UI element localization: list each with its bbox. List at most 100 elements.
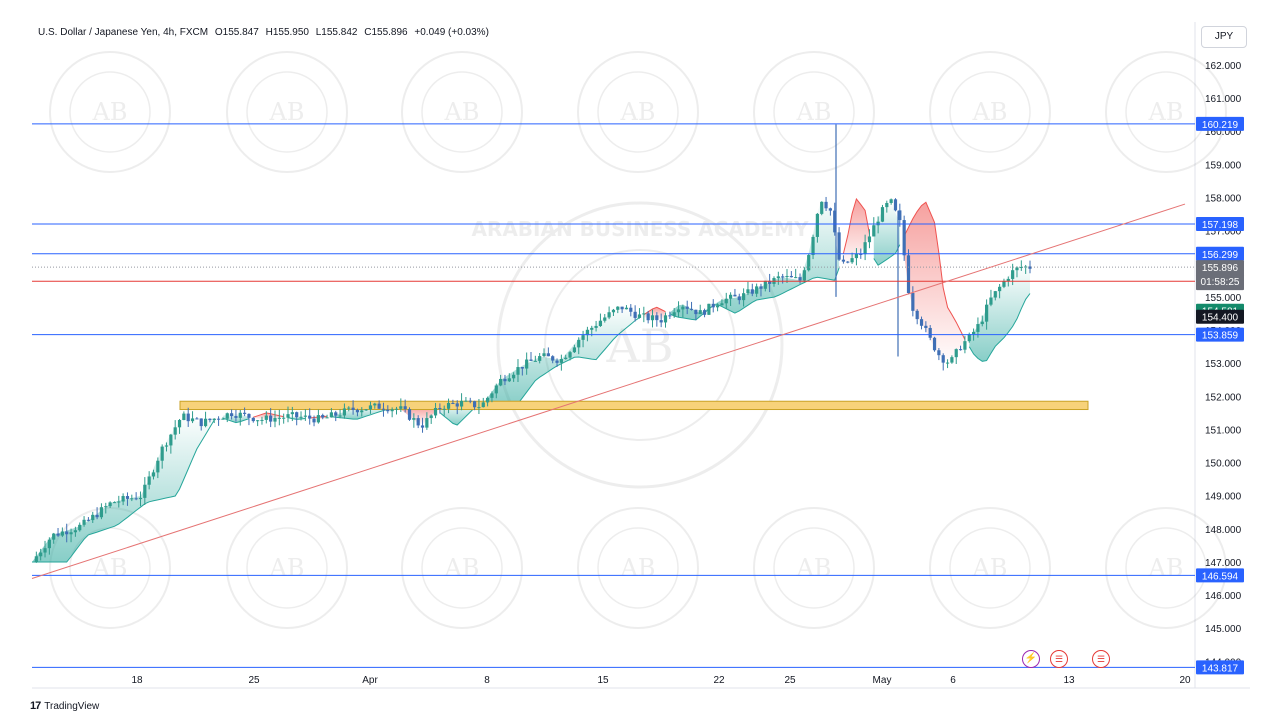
tradingview-brand[interactable]: 17 TradingView — [30, 700, 99, 712]
y-tick-label: 161.000 — [1205, 94, 1242, 105]
candle-body — [286, 414, 290, 418]
candle-body — [633, 311, 637, 318]
candle-body — [156, 460, 160, 473]
watermark-seal-inner — [421, 71, 503, 153]
candle-body — [828, 208, 832, 211]
candle-body — [932, 337, 937, 351]
us-flag-icon[interactable]: ☰ — [1092, 650, 1110, 668]
candle-body — [390, 409, 394, 412]
x-tick-label: 13 — [1063, 675, 1075, 686]
candle-body — [360, 410, 364, 413]
candle-body — [789, 275, 793, 278]
candle-body — [108, 502, 112, 507]
candle-body — [724, 298, 728, 304]
support-zone-rect — [179, 400, 1089, 411]
candle-body — [872, 225, 876, 237]
currency-badge[interactable]: JPY — [1201, 26, 1247, 48]
watermark-seal — [929, 51, 1051, 173]
watermark-initials: AB — [620, 98, 656, 126]
candle-body — [143, 484, 147, 498]
candle-body — [559, 359, 563, 363]
candle-body — [885, 202, 889, 208]
candle-body — [833, 210, 837, 233]
y-tick-label: 159.000 — [1205, 160, 1242, 171]
candle-body — [308, 415, 312, 419]
candle-body — [902, 220, 906, 256]
y-tick-label: 158.000 — [1205, 193, 1242, 204]
candle-body — [290, 412, 294, 415]
y-tick-label: 151.000 — [1205, 425, 1242, 436]
bullish-cloud-edge — [873, 244, 901, 266]
candle-body — [269, 415, 273, 422]
candle-body — [998, 286, 1002, 292]
candle-body — [321, 415, 325, 418]
candle-body — [525, 359, 529, 369]
candle-body — [451, 402, 455, 404]
candle-body — [82, 519, 86, 525]
candle-body — [56, 533, 60, 536]
x-tick-label: 22 — [713, 675, 725, 686]
watermark-seal — [226, 507, 348, 629]
candle-body — [468, 400, 472, 402]
candle-body — [689, 308, 694, 310]
watermark-seal-inner — [421, 527, 503, 609]
watermark-seal — [1105, 51, 1227, 173]
candle-body — [893, 199, 898, 211]
price-label-black: 154.400 — [1202, 313, 1239, 324]
candle-body — [212, 418, 216, 421]
candle-body — [69, 532, 73, 535]
price-label-current-countdown: 01:58:25 — [1201, 277, 1240, 288]
candle-body — [685, 306, 689, 309]
candle-body — [117, 501, 121, 503]
watermark-initials: AB — [92, 554, 128, 582]
candle-body — [529, 359, 533, 361]
candle-body — [78, 524, 82, 531]
trendline — [31, 203, 1186, 580]
ohlc-close: C155.896 — [364, 27, 408, 38]
candle-body — [676, 309, 681, 313]
candle-body — [794, 277, 798, 279]
candle-body — [624, 307, 629, 310]
candle-body — [99, 507, 104, 518]
candle-body — [73, 530, 77, 533]
ohlc-open: O155.847 — [214, 27, 259, 38]
candle-body — [412, 418, 416, 420]
y-tick-label: 162.000 — [1205, 61, 1242, 72]
watermark-seal — [1105, 507, 1227, 629]
candle-body — [971, 331, 976, 334]
candle-body — [546, 353, 550, 357]
candle-body — [221, 418, 225, 420]
candle-body — [39, 552, 43, 557]
candle-body — [616, 306, 620, 310]
candle-body — [377, 403, 381, 409]
candle-body — [60, 531, 64, 536]
candle-body — [190, 418, 195, 422]
price-label-black-bg — [1196, 309, 1244, 324]
candle-body — [763, 280, 767, 289]
candle-body — [863, 242, 867, 255]
candle-body — [147, 476, 151, 485]
watermark-seal — [401, 51, 523, 173]
candle-body — [481, 402, 485, 408]
y-tick-label: 152.000 — [1205, 392, 1242, 403]
candle-body — [295, 412, 299, 418]
price-label-current-bg — [1196, 260, 1244, 291]
watermark-seal-inner — [246, 527, 328, 609]
candle-body — [950, 357, 954, 363]
lightning-icon[interactable]: ⚡ — [1022, 650, 1040, 668]
candle-body — [499, 378, 503, 386]
candle-body — [459, 400, 464, 407]
bullish-cloud — [32, 416, 215, 562]
candle-body — [707, 303, 711, 315]
bullish-cloud-edge — [331, 408, 393, 420]
candle-body — [698, 310, 702, 315]
watermark-seal-inner — [246, 71, 328, 153]
y-tick-label: 146.000 — [1205, 591, 1242, 602]
candle-body — [755, 286, 759, 294]
level-label: 146.594 — [1202, 571, 1239, 582]
candle-body — [958, 349, 963, 351]
level-label: 157.198 — [1202, 220, 1239, 231]
us-flag-icon[interactable]: ☰ — [1050, 650, 1068, 668]
bullish-cloud-edge — [439, 407, 475, 426]
